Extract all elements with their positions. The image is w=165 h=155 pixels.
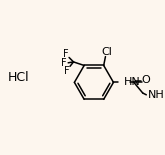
Text: O: O	[141, 75, 150, 85]
Text: F: F	[63, 49, 68, 59]
Text: NH: NH	[148, 90, 165, 100]
Text: Cl: Cl	[101, 47, 112, 57]
Text: F: F	[61, 58, 66, 68]
Text: HN: HN	[124, 77, 141, 87]
Text: F: F	[65, 66, 70, 76]
Text: HCl: HCl	[8, 71, 29, 84]
